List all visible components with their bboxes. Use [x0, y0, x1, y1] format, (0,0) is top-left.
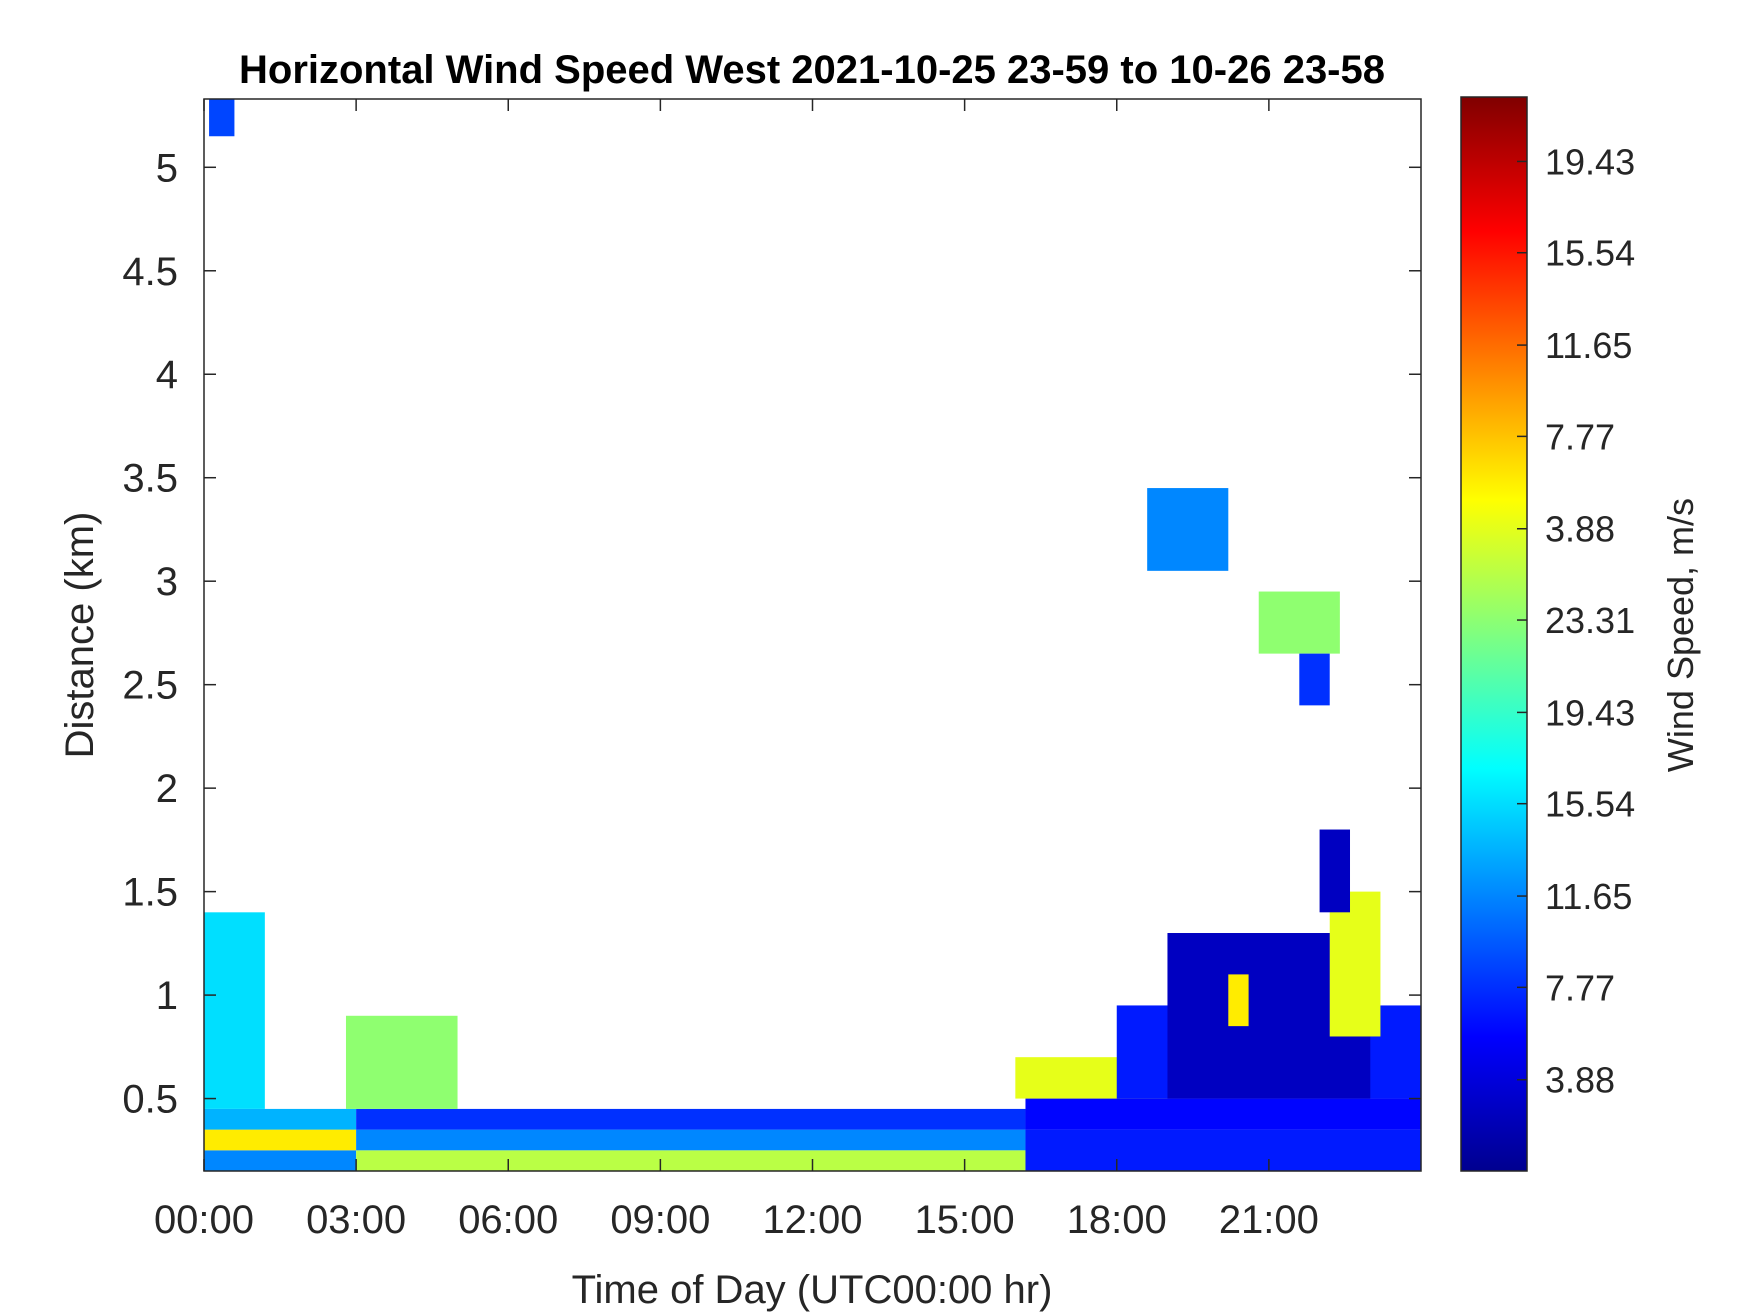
colorbar: [1460, 96, 1528, 1172]
heatmap-cell: [345, 1015, 458, 1109]
heatmap-cells: [204, 99, 1421, 1171]
heatmap-cell: [356, 1108, 1026, 1130]
x-tick-label: 18:00: [1067, 1198, 1167, 1242]
y-tick-label: 5: [156, 146, 178, 190]
x-tick-label: 06:00: [458, 1198, 558, 1242]
colorbar-ticks: 3.88 7.77 11.65 15.54 19.43 23.31 3.88 7.77 11.6…: [1517, 141, 1635, 1101]
y-tick-label: 3.5: [122, 457, 178, 501]
heatmap-cell: [204, 1150, 357, 1171]
y-tick-label: 1.5: [122, 871, 178, 915]
heatmap-cell: [356, 1129, 1026, 1151]
y-axis-ticks: 0.5 1 1.5 2 2.5 3 3.5 4 4.5 5: [122, 146, 1421, 1122]
colorbar-tick-label: 23.31: [1545, 600, 1635, 641]
y-tick-label: 2.5: [122, 664, 178, 708]
x-tick-label: 21:00: [1219, 1198, 1319, 1242]
x-axis-label: Time of Day (UTC00:00 hr): [572, 1268, 1053, 1312]
colorbar-tick-label: 7.77: [1545, 416, 1615, 457]
y-axis-label: Distance (km): [58, 512, 102, 759]
heatmap-cell: [1147, 488, 1229, 571]
heatmap-cell: [356, 1150, 1026, 1171]
heatmap-cell: [1319, 829, 1351, 913]
y-tick-label: 3: [156, 560, 178, 604]
colorbar-tick-label: 15.54: [1545, 784, 1635, 825]
heatmap-cell: [1258, 591, 1340, 654]
y-tick-label: 2: [156, 767, 178, 811]
colorbar-label: Wind Speed, m/s: [1660, 498, 1701, 772]
colorbar-tick-label: 11.65: [1545, 876, 1632, 917]
heatmap-cell: [1299, 653, 1330, 706]
y-tick-label: 4.5: [122, 250, 178, 294]
colorbar-tick-label: 3.88: [1545, 509, 1615, 550]
x-tick-label: 15:00: [915, 1198, 1015, 1242]
heatmap-cell: [209, 99, 235, 137]
x-tick-label: 09:00: [610, 1198, 710, 1242]
colorbar-tick-label: 19.43: [1545, 141, 1635, 182]
heatmap-cell: [204, 912, 265, 1109]
colorbar-tick-label: 7.77: [1545, 967, 1615, 1008]
heatmap-cell: [1025, 1098, 1421, 1130]
heatmap-cell: [1329, 891, 1381, 1037]
heatmap-cell: [1228, 974, 1249, 1027]
chart-title: Horizontal Wind Speed West 2021-10-25 23…: [239, 48, 1385, 92]
heatmap-cell: [204, 1129, 357, 1151]
colorbar-tick-label: 15.54: [1545, 233, 1635, 274]
y-tick-label: 1: [156, 974, 178, 1018]
y-tick-label: 4: [156, 353, 178, 397]
colorbar-tick-label: 3.88: [1545, 1060, 1615, 1101]
x-tick-label: 00:00: [154, 1198, 254, 1242]
x-axis-ticks: 00:00 03:00 06:00 09:00 12:00 15:00 18:00 21:00: [154, 99, 1319, 1242]
y-tick-label: 0.5: [122, 1078, 178, 1122]
colorbar-tick-label: 11.65: [1545, 325, 1632, 366]
heatmap-cell: [1025, 1129, 1421, 1171]
colorbar-tick-label: 19.43: [1545, 692, 1635, 733]
x-tick-label: 03:00: [306, 1198, 406, 1242]
x-tick-label: 12:00: [762, 1198, 862, 1242]
heatmap-cell: [204, 1108, 357, 1130]
